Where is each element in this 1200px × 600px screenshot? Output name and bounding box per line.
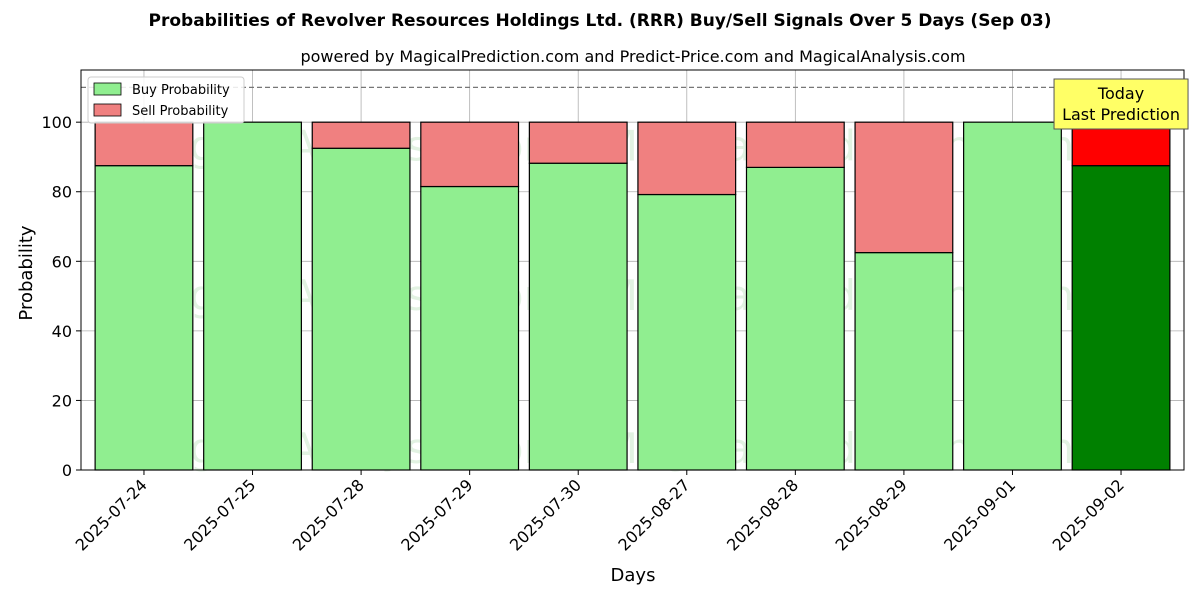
y-tick-label: 60: [52, 252, 72, 271]
buy-bar: [637, 193, 737, 471]
chart-subtitle: powered by MagicalPrediction.com and Pre…: [300, 47, 965, 66]
x-tick-label: 2025-08-29: [832, 475, 911, 554]
today-annotation: Today Last Prediction: [1053, 78, 1189, 130]
y-axis-ticks: 0 20 40 60 80 100: [41, 113, 81, 480]
sell-bar: [528, 121, 628, 164]
buy-bar: [94, 165, 194, 471]
x-tick-label: 2025-07-25: [180, 475, 259, 554]
x-tick-label: 2025-09-02: [1049, 475, 1128, 554]
legend-label-buy: Buy Probability: [132, 83, 230, 98]
y-tick-label: 80: [52, 183, 72, 202]
sell-bar: [311, 121, 411, 149]
x-tick-label: 2025-08-27: [614, 475, 693, 554]
x-tick-label: 2025-07-24: [72, 475, 151, 554]
annotation-box: [1053, 78, 1189, 130]
y-tick-label: 0: [62, 461, 72, 480]
x-tick-label: 2025-07-29: [397, 475, 476, 554]
x-axis-label: Days: [611, 565, 656, 586]
x-tick-label: 2025-09-01: [940, 475, 1019, 554]
bars: [94, 121, 1171, 471]
buy-bar: [1071, 165, 1171, 471]
x-axis-ticks: 2025-07-24 2025-07-25 2025-07-28 2025-07-29…: [72, 470, 1128, 555]
buy-bar: [745, 166, 845, 471]
chart-title: Probabilities of Revolver Resources Hold…: [149, 11, 1052, 31]
sell-bar: [637, 121, 737, 196]
y-tick-label: 20: [52, 391, 72, 410]
legend-label-sell: Sell Probability: [132, 104, 229, 119]
sell-bar: [94, 121, 194, 167]
buy-bar: [311, 147, 411, 471]
y-tick-label: 100: [41, 113, 72, 132]
legend: Buy Probability Sell Probability: [87, 76, 245, 124]
x-tick-label: 2025-07-28: [289, 475, 368, 554]
y-axis-label: Probability: [16, 225, 37, 320]
sell-bar: [854, 121, 954, 254]
legend-box: [87, 76, 245, 124]
buy-bar: [854, 252, 954, 471]
sell-bar: [420, 121, 520, 188]
buy-bar: [528, 162, 628, 471]
buy-bar: [420, 185, 520, 471]
annotation-line2: Last Prediction: [1062, 105, 1180, 124]
buy-bar: [963, 121, 1062, 471]
x-tick-label: 2025-07-30: [506, 475, 585, 554]
legend-swatch-sell: [93, 103, 122, 117]
x-tick-label: 2025-08-28: [723, 475, 802, 554]
annotation-line1: Today: [1097, 84, 1144, 103]
axes-frame: [80, 69, 1185, 471]
y-tick-label: 40: [52, 322, 72, 341]
sell-bar: [745, 121, 845, 168]
buy-bar: [203, 121, 302, 471]
legend-swatch-buy: [93, 82, 122, 96]
